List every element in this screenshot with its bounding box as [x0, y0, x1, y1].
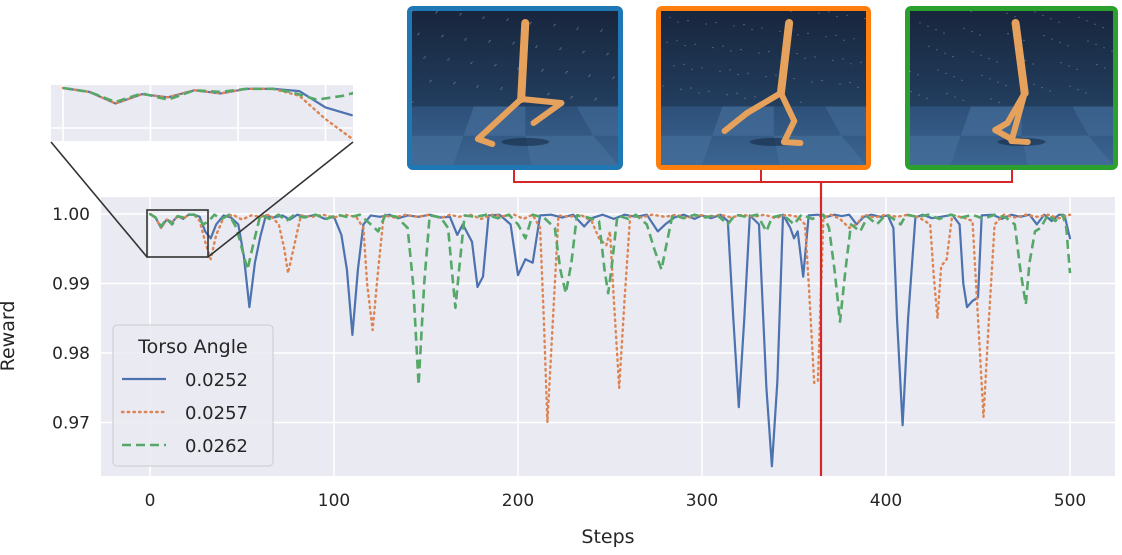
walker-frame-0.0252: [407, 6, 623, 170]
walker-limb: [721, 110, 751, 134]
walker-limb: [992, 127, 1013, 141]
y-axis-label: Reward: [0, 301, 19, 372]
y-tick-label: 1.00: [52, 205, 90, 225]
zoom-indicator: [50, 141, 354, 258]
walker-limb: [744, 90, 784, 116]
walker-frame-0.0262: [905, 6, 1118, 170]
walker-limb: [776, 19, 794, 97]
walker-limb: [518, 96, 565, 106]
walker-limb: [474, 96, 525, 142]
legend-entry-2: 0.0262: [185, 436, 248, 457]
x-axis-label: Steps: [581, 526, 634, 548]
x-tick-label: 200: [502, 491, 534, 511]
y-tick-label: 0.99: [52, 275, 90, 295]
walker-limb: [1008, 138, 1031, 145]
legend-title: Torso Angle: [137, 336, 247, 358]
walker-frame-0.0257: [656, 6, 871, 170]
y-tick-label: 0.98: [52, 344, 90, 364]
walker-limb: [777, 90, 798, 124]
walker-limb: [781, 118, 798, 145]
legend-entry-0: 0.0252: [185, 370, 248, 391]
x-tick-label: 500: [1054, 491, 1086, 511]
step-marker: [513, 170, 1013, 476]
x-tick-label: 0: [145, 491, 156, 511]
series-solid-line: [148, 212, 1072, 468]
walker-limb: [1004, 90, 1028, 126]
y-tick-label: 0.97: [52, 414, 90, 434]
legend-entry-1: 0.0257: [185, 403, 248, 424]
walker-limb: [1011, 19, 1029, 97]
inset-plot: [51, 85, 353, 141]
x-tick-label: 100: [318, 491, 350, 511]
walker-limb: [517, 19, 530, 103]
x-tick-labels: 0 100 200 300 400 500: [145, 491, 1087, 511]
y-tick-labels: 0.97 0.98 0.99 1.00: [52, 205, 90, 434]
series-lines: [148, 212, 1072, 468]
x-tick-label: 400: [870, 491, 902, 511]
walker-limb: [781, 139, 804, 146]
walker-limb: [530, 100, 565, 126]
walker-frames: [407, 6, 1118, 170]
series-dashed-line: [149, 212, 1072, 387]
walker-limb: [474, 136, 496, 147]
legend: Torso Angle 0.0252 0.0257 0.0262: [112, 324, 274, 467]
x-tick-label: 300: [686, 491, 718, 511]
